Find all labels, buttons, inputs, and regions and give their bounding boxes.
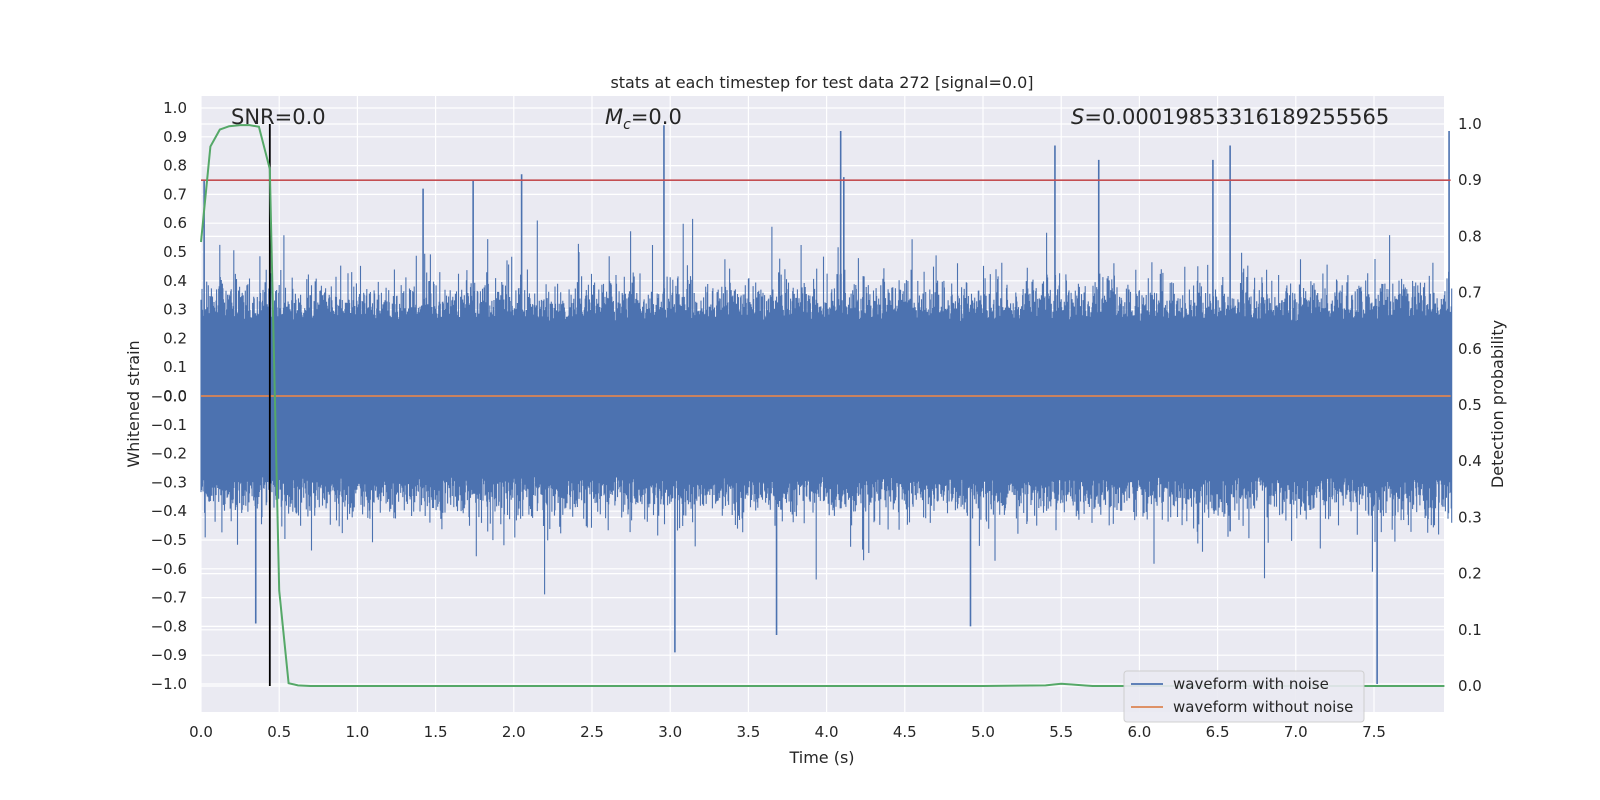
snr-annotation: SNR=0.0 [231,105,326,129]
y-tick-label: −0.9 [151,646,187,664]
x-tick-label: 1.5 [424,723,448,741]
x-tick-label: 2.0 [502,723,526,741]
x-tick-label: 5.5 [1049,723,1073,741]
y-tick-label: −0.6 [151,560,187,578]
x-tick-label: 4.0 [815,723,839,741]
chirp-mass-annotation: Mc=0.0 [605,105,682,133]
y-right-tick-label: 0.8 [1458,227,1482,245]
y-right-tick-label: 0.5 [1458,396,1482,414]
legend-label-noise: waveform with noise [1173,675,1329,693]
y-tick-label: 0.8 [163,157,187,175]
y-tick-label: −0.2 [151,445,187,463]
tick-labels: 0.0 0.5 1.0 1.5 2.0 2.5 3.0 3.5 4.0 4.5 5.0 5.5 6.0 6… [151,99,1482,741]
y-tick-label: −0.1 [151,416,187,434]
y-tick-label: 0.7 [163,185,187,203]
legend-label-clean: waveform without noise [1173,698,1353,716]
x-tick-label: 5.0 [971,723,995,741]
y-tick-label: 0.5 [163,243,187,261]
y-right-tick-label: 0.3 [1458,508,1482,526]
x-tick-label: 1.0 [345,723,369,741]
y-tick-label: 0.6 [163,214,187,232]
y-right-tick-label: 0.1 [1458,621,1482,639]
score-annotation: S=0.00019853316189255565 [1071,105,1389,129]
series-lines-layer [200,124,1451,687]
y-tick-label: 1.0 [163,99,187,117]
y-right-tick-label: 0.7 [1458,284,1482,302]
x-axis-label: Time (s) [788,748,854,767]
x-tick-label: 2.5 [580,723,604,741]
noisy-waveform-layer [200,125,1453,684]
y-tick-label: 0.9 [163,128,187,146]
y-tick-label: −0.8 [151,617,187,635]
x-tick-label: 6.5 [1206,723,1230,741]
x-tick-label: 3.5 [736,723,760,741]
y-right-tick-label: 1.0 [1458,115,1482,133]
y-right-tick-label: 0.6 [1458,340,1482,358]
x-tick-label: 7.5 [1362,723,1386,741]
y-tick-label: 0.3 [163,301,187,319]
chart-title: stats at each timestep for test data 272… [610,73,1033,92]
y-tick-label: −0.4 [151,502,187,520]
x-tick-label: 6.0 [1127,723,1151,741]
y-tick-label: −1.0 [151,675,187,693]
y-tick-label: 0.1 [163,358,187,376]
detection-probability-line [200,124,1445,687]
waveform-dense-band [201,332,1450,471]
legend-box [1123,670,1365,723]
y-tick-label: −0.0 [151,388,187,406]
y-axis-label: Whitened strain [124,340,143,467]
y-tick-label: −0.3 [151,473,187,491]
y-right-tick-label: 0.4 [1458,452,1482,470]
x-tick-label: 7.0 [1284,723,1308,741]
x-tick-label: 4.5 [893,723,917,741]
y-tick-label: −0.7 [151,589,187,607]
y-tick-label: −0.5 [151,531,187,549]
x-tick-label: 0.5 [267,723,291,741]
legend: waveform with noise waveform without noi… [1123,670,1365,723]
y-tick-label: 0.4 [163,272,187,290]
y-tick-label: 0.2 [163,329,187,347]
x-tick-label: 0.0 [189,723,213,741]
y-right-tick-label: 0.2 [1458,565,1482,583]
y-tick-label: 0.0 [163,387,187,405]
x-tick-label: 3.0 [658,723,682,741]
y-right-axis-label: Detection probability [1488,320,1507,488]
y-right-tick-label: 0.0 [1458,677,1482,695]
y-right-tick-label: 0.9 [1458,171,1482,189]
